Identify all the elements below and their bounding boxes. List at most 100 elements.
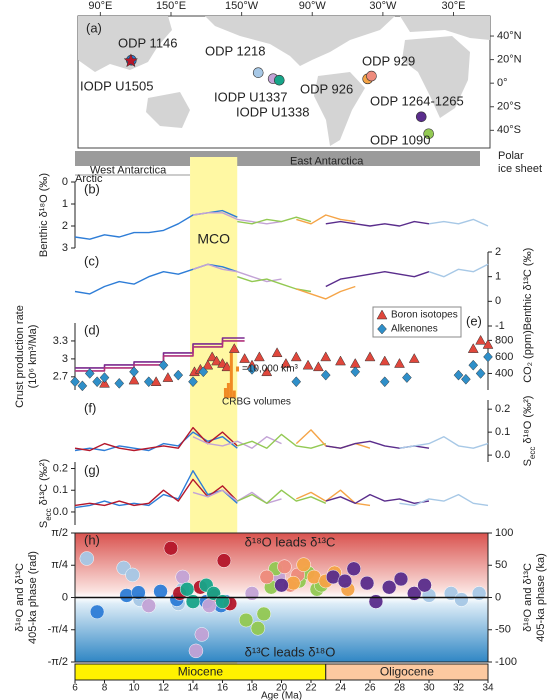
axis-title: (10⁶ km³/Ma) xyxy=(27,325,39,389)
point xyxy=(475,368,486,379)
point xyxy=(179,582,195,597)
site-label: ODP 1218 xyxy=(205,43,265,58)
legend-label: Boron isotopes xyxy=(391,310,458,321)
point xyxy=(471,586,487,601)
series-line xyxy=(296,489,371,507)
point xyxy=(337,573,353,589)
ice-title: ice sheet xyxy=(498,163,542,175)
x-tick-label: 24 xyxy=(335,683,347,694)
series-line xyxy=(237,489,327,504)
point xyxy=(277,559,292,574)
panel-label: (d) xyxy=(84,322,100,337)
tick-label: 0 xyxy=(495,295,501,307)
point xyxy=(261,366,273,377)
tick-label: π/2 xyxy=(51,527,68,539)
ice-label: West Antarctica xyxy=(90,164,167,176)
crbg-label: CRBG volumes xyxy=(222,397,291,408)
legend-label: Alkenones xyxy=(391,324,438,335)
axis-title: Crust production rate xyxy=(14,305,26,408)
series-line xyxy=(237,433,327,449)
series-line xyxy=(192,263,282,283)
x-axis-title: Age (Ma) xyxy=(261,691,302,700)
tick-label: 3 xyxy=(62,353,68,365)
epoch-label: Oligocene xyxy=(380,665,434,679)
point xyxy=(99,372,110,383)
map-x-label: 150°E xyxy=(156,0,186,12)
point xyxy=(89,604,105,620)
legend-box xyxy=(372,306,462,338)
axis-title: 405-ka phase (ka) xyxy=(535,553,547,642)
tick-label: 2.7 xyxy=(53,371,68,383)
tick-label: 0 xyxy=(62,591,68,603)
series-line xyxy=(74,426,238,452)
tick-label: 3 xyxy=(62,242,68,254)
x-tick-label: 28 xyxy=(394,683,406,694)
point xyxy=(291,376,302,388)
ice-bar xyxy=(75,151,480,157)
point xyxy=(312,361,324,372)
tick-label: -1 xyxy=(495,320,505,332)
x-tick-label: 12 xyxy=(158,683,170,694)
legend-marker xyxy=(377,323,387,335)
x-tick-label: 30 xyxy=(423,683,435,694)
crbg-bar xyxy=(226,383,230,398)
point xyxy=(454,592,469,607)
series-line xyxy=(399,436,489,449)
axis-title: Benthic δ¹³C (‰) xyxy=(522,248,534,331)
point xyxy=(143,376,154,388)
site-label: ODP 926 xyxy=(300,81,353,96)
point xyxy=(84,368,95,379)
panel-label: (c) xyxy=(84,253,99,268)
epoch-label: Miocene xyxy=(178,665,224,679)
point xyxy=(368,594,384,609)
x-tick-label: 22 xyxy=(305,683,317,694)
point xyxy=(335,355,346,366)
point xyxy=(302,359,314,370)
axis-title-part: ecc xyxy=(528,447,537,459)
point xyxy=(320,369,331,381)
map-y-label: 0° xyxy=(497,77,508,89)
tick-label: -50 xyxy=(495,624,511,636)
tick-label: 800 xyxy=(495,334,513,346)
point xyxy=(259,569,274,585)
tick-label: 0.2 xyxy=(53,462,68,474)
point xyxy=(125,567,140,583)
point xyxy=(198,366,209,378)
point xyxy=(216,553,232,568)
crbg-bar xyxy=(223,388,227,398)
point xyxy=(163,540,179,556)
x-tick-label: 26 xyxy=(364,683,376,694)
point xyxy=(215,594,230,609)
site-marker xyxy=(273,74,285,86)
tick-label: -π/4 xyxy=(48,624,68,636)
point xyxy=(364,351,376,362)
note: δ¹³C leads δ¹⁸O xyxy=(245,644,336,659)
point xyxy=(271,347,283,358)
point xyxy=(114,378,125,389)
tick-label: 100 xyxy=(495,527,513,539)
axis-title-part: ecc xyxy=(44,508,53,520)
point xyxy=(238,612,254,628)
series-line xyxy=(296,285,356,300)
series-line xyxy=(325,493,430,504)
series-line xyxy=(237,276,312,293)
point xyxy=(92,376,102,388)
point xyxy=(256,606,272,622)
panel-label: (h) xyxy=(84,532,100,547)
point xyxy=(359,575,375,591)
site-label: ODP 1090 xyxy=(370,132,430,147)
x-tick-label: 20 xyxy=(276,683,288,694)
panel-label: (a) xyxy=(86,20,102,35)
tick-label: 1 xyxy=(62,198,68,210)
ice-label: East Antarctica xyxy=(290,155,364,167)
epoch-bar xyxy=(325,663,489,681)
ice-bar xyxy=(237,157,480,166)
tick-label: 50 xyxy=(495,559,507,571)
point xyxy=(290,351,302,362)
x-tick-label: 32 xyxy=(453,683,465,694)
series-line xyxy=(325,440,430,449)
axis-title: CO₂ (ppm) xyxy=(522,330,534,383)
tick-label: 400 xyxy=(495,367,513,379)
tick-label: 0.2 xyxy=(495,403,510,415)
map-y-label: 20°N xyxy=(497,54,522,66)
